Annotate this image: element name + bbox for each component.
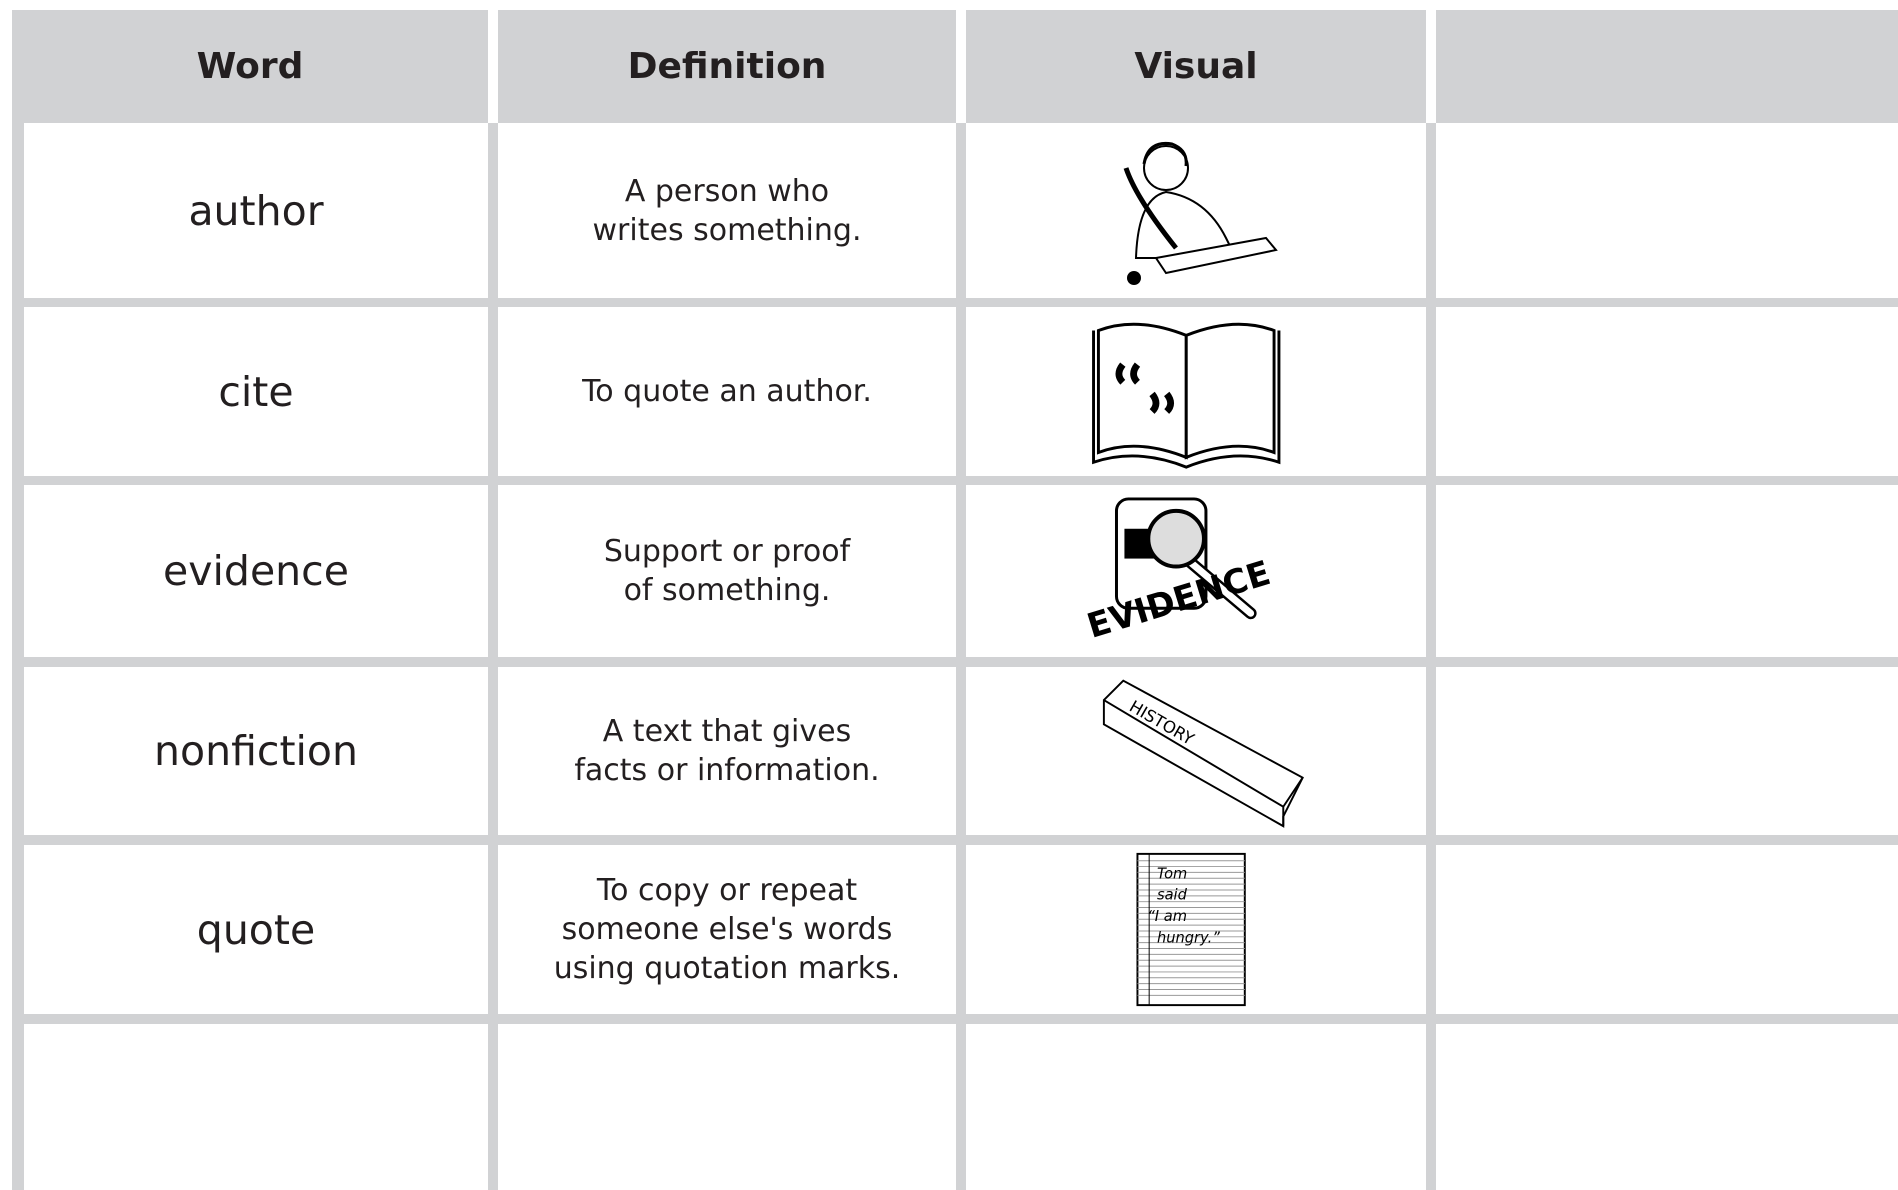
book-spine: [1103, 699, 1304, 827]
definition-line: facts or information.: [574, 753, 880, 788]
definition-line: To quote an author.: [582, 374, 872, 409]
notes-cell: [1436, 485, 1898, 657]
definition-line: of something.: [623, 573, 831, 608]
visual-cell: EVIDENCE: [966, 485, 1426, 657]
lens: [1146, 508, 1206, 569]
definition-line: using quotation marks.: [553, 951, 901, 986]
word-cell: evidence: [24, 485, 488, 657]
definition-line: A text that gives: [602, 714, 852, 749]
header-cell: Word: [12, 10, 488, 123]
word: evidence: [163, 547, 349, 595]
word: quote: [196, 905, 316, 954]
definition-line: Support or proof: [603, 534, 851, 569]
book: [1154, 236, 1278, 275]
book-right: [1184, 322, 1276, 460]
definition-cell: Support or proof of something.: [498, 485, 956, 657]
word: nonfiction: [154, 727, 358, 775]
illustration: [1123, 141, 1278, 285]
note-text: “I am: [1147, 908, 1187, 925]
notes-cell: [1436, 307, 1898, 476]
head: [1143, 145, 1189, 191]
hair: [1142, 141, 1188, 167]
definition-line: To copy or repeat: [596, 873, 858, 908]
ink: [1127, 271, 1141, 285]
word-cell: [24, 1024, 488, 1190]
header-cell: Visual: [966, 10, 1426, 123]
word-cell: author: [24, 123, 488, 298]
definition-cell: [498, 1024, 956, 1190]
paper: [1136, 852, 1246, 1007]
illustration: Tom said “I am hungry.”: [1136, 852, 1246, 1007]
visual-cell: [966, 1024, 1426, 1190]
open-quote: [1115, 362, 1141, 385]
book-base: [1092, 330, 1281, 469]
illustration: HISTORY: [1102, 679, 1304, 828]
header-separator: [488, 10, 498, 123]
header-separator: [1426, 10, 1436, 123]
header-cell: Definition: [498, 10, 956, 123]
word-cell: cite: [24, 307, 488, 476]
definition-cell: A text that gives facts or information.: [498, 667, 956, 835]
header-separator: [956, 10, 966, 123]
visual-cell: HISTORY: [966, 667, 1426, 835]
definition-line: writes something.: [592, 212, 862, 248]
visual-cell: [966, 307, 1426, 476]
handle-inner: [1182, 555, 1255, 617]
close-quote: [1149, 391, 1175, 414]
definition-cell: A person who writes something.: [498, 123, 956, 298]
note-text: Tom: [1157, 865, 1187, 882]
word: author: [188, 186, 324, 235]
word-cell: nonfiction: [24, 667, 488, 835]
note-text: hungry.”: [1157, 930, 1220, 947]
notes-cell: [1436, 667, 1898, 835]
book-left: [1096, 322, 1188, 460]
definition-line: A person who: [624, 173, 830, 209]
definition-cell: To copy or repeat someone else's words usi…: [498, 845, 956, 1014]
word: cite: [218, 367, 294, 416]
body: [1134, 190, 1238, 259]
visual-cell: [966, 123, 1426, 298]
word-cell: quote: [24, 845, 488, 1014]
visual-cell: Tom said “I am hungry.”: [966, 845, 1426, 1014]
notes-cell: [1436, 1024, 1898, 1190]
definition-cell: To quote an author.: [498, 307, 956, 476]
header-cell: [1436, 10, 1898, 123]
notes-cell: [1436, 123, 1898, 298]
notes-cell: [1436, 845, 1898, 1014]
illustration: [1092, 322, 1281, 469]
note-text: said: [1157, 887, 1188, 904]
illustration: EVIDENCE: [1083, 497, 1275, 646]
quill: [1123, 167, 1178, 250]
definition-line: someone else's words: [561, 912, 893, 947]
